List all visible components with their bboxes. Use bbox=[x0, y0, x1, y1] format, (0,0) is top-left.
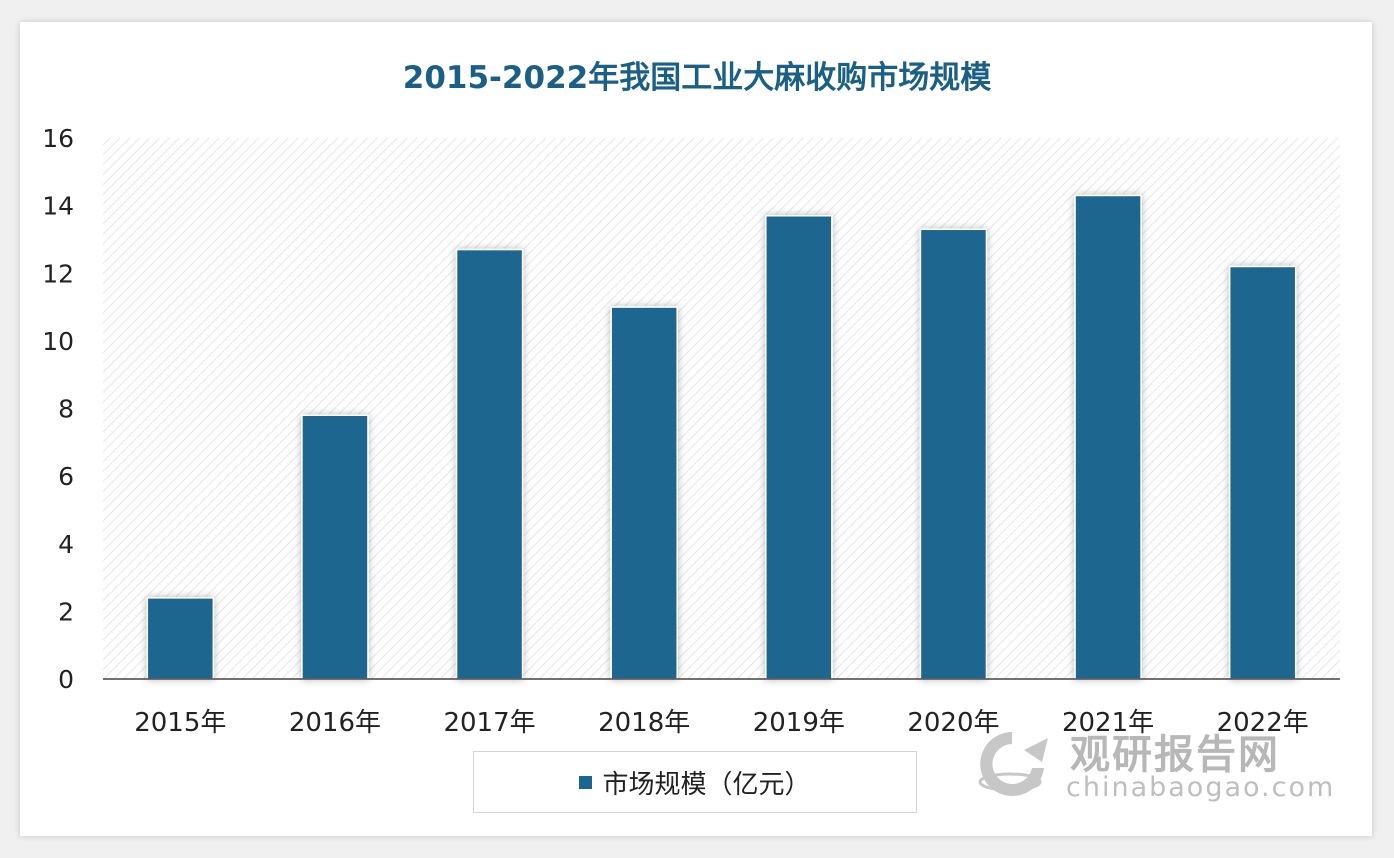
watermark: 观研报告网 chinabaogao.com bbox=[962, 718, 1333, 808]
y-tick-label: 4 bbox=[58, 530, 74, 559]
bar bbox=[765, 215, 833, 680]
y-tick-label: 8 bbox=[58, 395, 74, 424]
y-tick-label: 14 bbox=[42, 192, 74, 221]
x-tick-label: 2019年 bbox=[753, 708, 845, 738]
legend-label: 市场规模（亿元） bbox=[602, 769, 811, 800]
x-tick-label: 2015年 bbox=[134, 708, 226, 738]
x-tick-label: 2020年 bbox=[907, 708, 999, 738]
bar bbox=[146, 597, 215, 680]
watermark-logo-icon bbox=[978, 732, 1048, 796]
x-tick-label: 2017年 bbox=[443, 708, 535, 738]
bar bbox=[301, 414, 369, 680]
bar bbox=[610, 306, 678, 680]
bars bbox=[146, 194, 1297, 680]
y-tick-label: 10 bbox=[42, 327, 74, 356]
x-tick-label: 2016年 bbox=[289, 708, 381, 738]
plot-background bbox=[103, 138, 1340, 679]
legend: 市场规模（亿元） bbox=[473, 751, 917, 813]
chart-title: 2015-2022年我国工业大麻收购市场规模 bbox=[402, 60, 992, 96]
x-axis: 2015年 2016年 2017年 2018年 2019年 2020年 2021年 2022年 bbox=[134, 708, 1309, 738]
bar bbox=[919, 228, 988, 680]
x-tick-label: 2021年 bbox=[1062, 708, 1154, 738]
bar bbox=[455, 248, 524, 680]
y-tick-label: 6 bbox=[58, 462, 74, 491]
y-tick-label: 12 bbox=[42, 259, 74, 288]
y-tick-label: 2 bbox=[58, 597, 74, 626]
bar bbox=[1228, 265, 1297, 680]
y-tick-label: 16 bbox=[42, 124, 74, 153]
watermark-en: chinabaogao.com bbox=[1066, 772, 1336, 803]
y-tick-label: 0 bbox=[58, 665, 74, 694]
watermark-cn: 观研报告网 bbox=[1070, 732, 1280, 778]
y-axis: 0 2 4 6 8 10 12 14 16 bbox=[42, 124, 74, 694]
x-tick-label: 2022年 bbox=[1217, 708, 1309, 738]
legend-swatch bbox=[579, 775, 593, 789]
bar bbox=[1074, 194, 1142, 680]
x-tick-label: 2018年 bbox=[598, 708, 690, 738]
